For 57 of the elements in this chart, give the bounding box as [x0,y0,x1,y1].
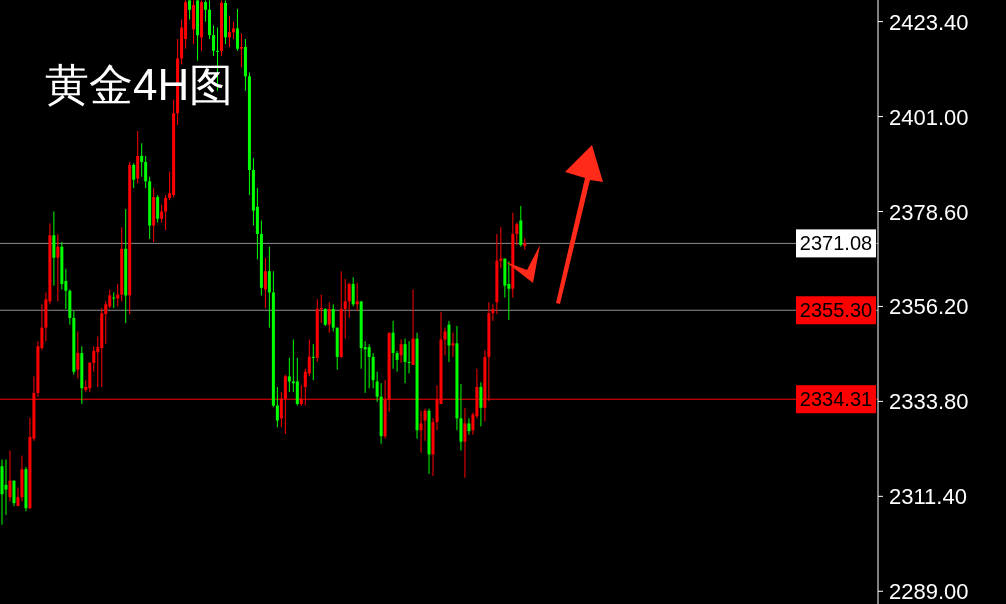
candlestick [112,291,116,309]
candlestick [144,155,148,189]
candlestick [188,0,192,20]
candlestick [451,332,455,358]
candlestick [407,340,411,374]
candlestick [92,345,96,373]
candlestick [331,303,335,332]
candlestick [423,408,427,442]
candlestick [140,142,144,178]
ref-line-label: 2371.08 [799,232,873,255]
y-tick-label: 2311.40 [889,484,967,510]
candlestick [347,282,351,319]
candlestick [239,32,243,68]
y-tick-label: 2333.80 [889,389,969,415]
ref-line-label: 2334.31 [799,388,873,411]
ref-line-label: 2355.30 [799,299,873,322]
candlestick [351,276,355,307]
candlestick [12,480,16,507]
candlestick [403,338,407,384]
candlestick [275,386,279,428]
candlestick [8,450,12,502]
candlestick [515,222,519,246]
candlestick [311,343,315,381]
candlestick [399,339,403,364]
y-tick-label: 2289.00 [889,579,969,604]
candlestick [343,278,347,340]
candlestick [263,257,267,309]
candlestick [327,301,331,334]
candlestick [267,246,271,329]
candlestick [507,261,511,321]
candlestick [419,410,423,454]
candlestick [319,294,323,324]
y-tick-label: 2378.60 [889,199,969,225]
candlestick [355,282,359,312]
candlestick [132,162,136,189]
candlestick [227,15,231,48]
candlestick [52,211,56,287]
candlestick [4,458,8,516]
candlestick [479,381,483,427]
candlestick [287,357,291,393]
candlestick [164,194,168,231]
candlestick [391,320,395,370]
candlestick [447,320,451,363]
candlestick [204,0,208,23]
y-tick-label: 2401.00 [889,104,969,130]
candlestick [467,417,471,436]
candlestick [156,194,160,224]
candlestick [463,407,467,479]
y-tick-label: 2356.20 [889,294,969,320]
candlestick [367,343,371,389]
candlestick [295,357,299,407]
candlestick [56,233,60,302]
candlestick [235,8,239,52]
candlestick [76,330,80,380]
y-tick-label: 2423.40 [889,9,969,35]
candlestick [136,130,140,185]
candlestick [212,24,216,57]
